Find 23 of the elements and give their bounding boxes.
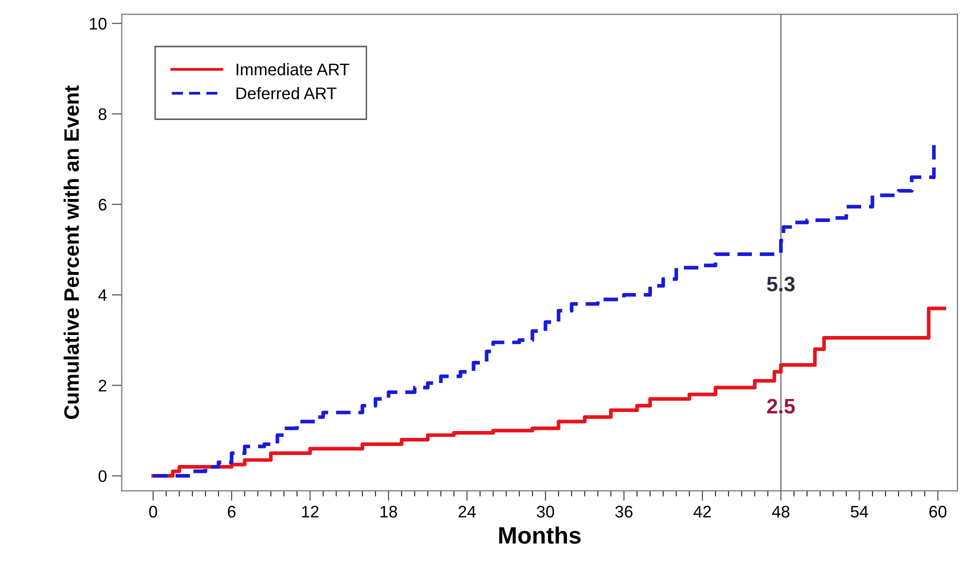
annotation: 5.3 [767, 276, 795, 292]
y-tick-label: 8 [98, 108, 106, 120]
y-tick-label: 0 [98, 470, 107, 482]
x-tick-label: 6 [228, 506, 236, 518]
x-tick-label: 54 [850, 506, 868, 518]
x-axis-title: Months [499, 526, 581, 544]
legend-label: Deferred ART [236, 87, 336, 100]
x-tick-label: 42 [694, 506, 711, 518]
x-tick-label: 0 [149, 506, 158, 518]
x-tick-label: 60 [929, 506, 946, 518]
x-tick-label: 30 [536, 506, 554, 518]
y-tick-label: 4 [98, 289, 107, 301]
x-tick-label: 48 [772, 506, 790, 518]
x-tick-label: 24 [458, 506, 476, 518]
y-tick-label: 6 [98, 198, 106, 211]
x-tick-label: 12 [302, 506, 319, 518]
annotation: 2.5 [767, 398, 795, 414]
y-axis-title: Cumulative Percent with an Event [64, 86, 79, 419]
y-tick-label: 2 [98, 380, 106, 392]
x-tick-label: 36 [615, 506, 632, 518]
y-tick-label: 10 [90, 18, 107, 30]
legend-label: Immediate ART [236, 63, 350, 76]
x-tick-label: 18 [380, 506, 398, 518]
